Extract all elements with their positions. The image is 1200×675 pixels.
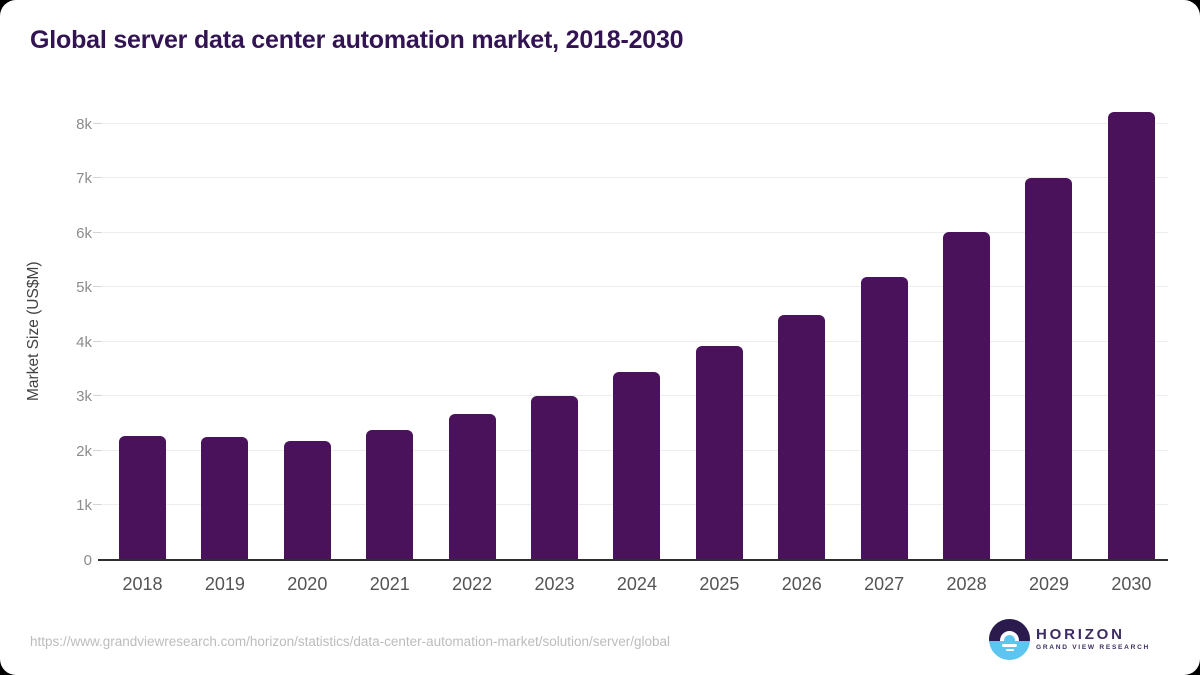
- x-tick-label-2019: 2019: [204, 574, 245, 594]
- bar-2029: [1025, 178, 1073, 560]
- x-tick-label-2020: 2020: [287, 574, 328, 594]
- x-tick-label-2021: 2021: [369, 574, 410, 594]
- y-tick-1k: [93, 504, 102, 506]
- gridline-5k: [103, 286, 1168, 288]
- bar-2018: [119, 435, 166, 560]
- x-tick-label-2025: 2025: [699, 574, 740, 594]
- y-tick-label-4k: 4k: [76, 333, 92, 351]
- y-tick-2k: [93, 449, 102, 451]
- y-tick-label-7k: 7k: [76, 170, 92, 188]
- bar-column-2027: 2027: [860, 102, 908, 594]
- x-tick-label-2023: 2023: [534, 574, 575, 594]
- x-tick-label-2022: 2022: [452, 574, 493, 594]
- chart-title: Global server data center automation mar…: [30, 26, 684, 54]
- bar-2019: [201, 436, 249, 560]
- x-tick-label-2024: 2024: [616, 574, 657, 594]
- x-tick-label-2026: 2026: [781, 574, 822, 594]
- bar-column-2021: 2021: [366, 102, 414, 594]
- y-tick-8k: [93, 122, 102, 124]
- y-axis-labels: 0 1k 2k 3k 4k 5k 6k 7k 8k: [38, 102, 92, 568]
- bar-column-2022: 2022: [448, 102, 496, 594]
- bar-2026: [778, 315, 826, 560]
- bar-column-2019: 2019: [201, 102, 249, 594]
- bar-2020: [283, 441, 331, 560]
- bar-2023: [531, 395, 579, 560]
- gridline-6k: [103, 231, 1168, 233]
- logo-icon-reflection-line: [1005, 648, 1014, 651]
- bars-row: 2018 2019 2020 2021 2022 2023 2024 2025 2026 2027…: [119, 102, 1155, 594]
- gridline-7k: [103, 177, 1168, 179]
- logo-icon-dark-half: [989, 619, 1030, 641]
- y-tick-label-0: 0: [83, 552, 92, 569]
- x-axis-line: [98, 559, 1168, 561]
- horizon-logo: HORIZON GRAND VIEW RESEARCH: [989, 619, 1150, 660]
- bar-2021: [366, 430, 414, 560]
- logo-subtitle: GRAND VIEW RESEARCH: [1036, 644, 1150, 652]
- logo-text: HORIZON GRAND VIEW RESEARCH: [1036, 625, 1150, 652]
- bar-2025: [695, 346, 743, 560]
- horizon-logo-icon: [989, 619, 1030, 660]
- gridline-8k: [103, 122, 1168, 124]
- y-tick-label-3k: 3k: [76, 388, 92, 406]
- y-tick-label-8k: 8k: [76, 115, 92, 133]
- bar-column-2030: 2030: [1107, 102, 1155, 594]
- y-tick-label-1k: 1k: [76, 497, 92, 515]
- logo-icon-reflection-line: [1002, 644, 1017, 647]
- bar-column-2018: 2018: [119, 102, 166, 594]
- bar-column-2020: 2020: [283, 102, 331, 594]
- y-tick-label-5k: 5k: [76, 279, 92, 297]
- y-tick-4k: [93, 340, 102, 342]
- bar-column-2023: 2023: [531, 102, 579, 594]
- y-tick-7k: [93, 177, 102, 179]
- bar-column-2024: 2024: [613, 102, 661, 594]
- bar-column-2028: 2028: [943, 102, 991, 594]
- y-tick-label-2k: 2k: [76, 442, 92, 460]
- y-tick-6k: [93, 231, 102, 233]
- gridline-4k: [103, 340, 1168, 342]
- x-tick-label-2028: 2028: [946, 574, 987, 594]
- source-url: https://www.grandviewresearch.com/horizo…: [30, 634, 671, 649]
- logo-icon-sun-inner: [1004, 635, 1015, 641]
- logo-title: HORIZON: [1036, 625, 1125, 643]
- bar-2022: [448, 414, 496, 560]
- bar-column-2026: 2026: [778, 102, 826, 594]
- bar-2030: [1107, 111, 1155, 560]
- x-tick-label-2027: 2027: [864, 574, 905, 594]
- bar-2028: [943, 231, 991, 560]
- bar-column-2025: 2025: [695, 102, 743, 594]
- plot-area: 2018 2019 2020 2021 2022 2023 2024 2025 2026 2027…: [93, 102, 1168, 594]
- y-tick-5k: [93, 286, 102, 288]
- y-tick-3k: [93, 395, 102, 397]
- bar-2027: [860, 277, 908, 560]
- bar-2024: [613, 372, 661, 560]
- x-tick-label-2029: 2029: [1028, 574, 1069, 594]
- x-tick-label-2030: 2030: [1111, 574, 1152, 594]
- x-tick-label-2018: 2018: [122, 574, 163, 594]
- y-tick-label-6k: 6k: [76, 224, 92, 242]
- bar-column-2029: 2029: [1025, 102, 1073, 594]
